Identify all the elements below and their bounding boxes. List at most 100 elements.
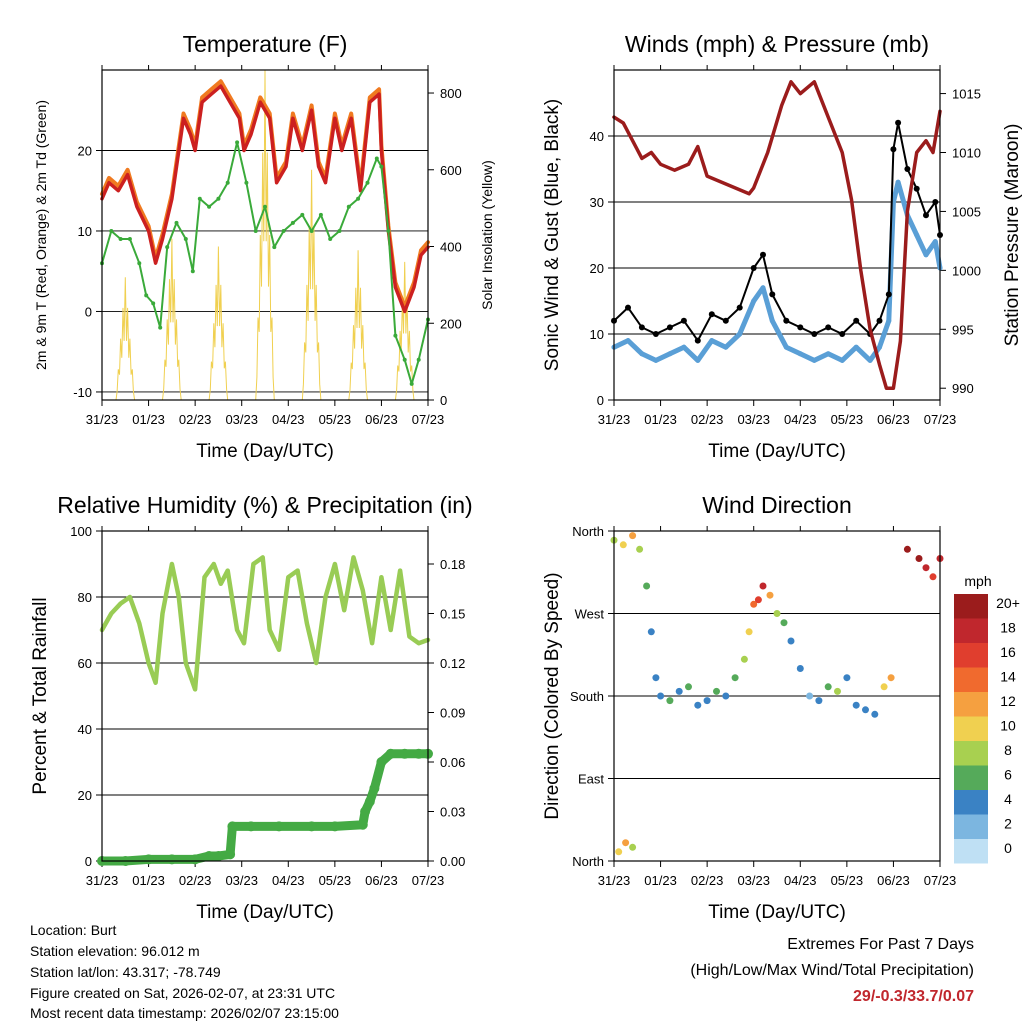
temperature-ylabel: 2m & 9m T (Red, Orange) & 2m Td (Green) <box>33 100 49 370</box>
wind-speed-point <box>886 318 892 324</box>
direction-point <box>773 610 781 617</box>
temperature-y2tick-label: 200 <box>440 316 462 331</box>
direction-point <box>880 683 888 691</box>
dewpoint-point <box>207 204 212 209</box>
wind-gust-point <box>750 265 757 271</box>
wind-speed-point <box>914 232 920 238</box>
direction-point <box>754 596 762 604</box>
dewpoint-point <box>127 237 132 241</box>
precipitation-point <box>385 748 396 759</box>
temp-2m-line <box>100 84 430 314</box>
winds-y2tick-label: 1005 <box>952 204 981 219</box>
direction-point <box>703 697 711 705</box>
precipitation-point <box>190 854 201 865</box>
humidity-ytick-label: 80 <box>78 590 92 605</box>
precipitation-point <box>204 851 215 861</box>
direction-ytick-label: North <box>572 524 604 539</box>
direction-xtick-label: 03/23 <box>737 873 770 888</box>
dewpoint-point <box>281 229 286 233</box>
colorbar-label: 0 <box>1004 840 1012 856</box>
precipitation-point <box>369 783 380 794</box>
direction-point <box>903 545 911 553</box>
colorbar-swatch <box>954 692 988 717</box>
humidity-ytick-label: 60 <box>78 656 92 671</box>
wind-gust-point <box>736 304 743 311</box>
info-recent: Most recent data timestamp: 2026/02/07 2… <box>30 1005 339 1021</box>
winds-frame <box>613 69 941 401</box>
humidity-line <box>99 555 431 692</box>
wind-gust-point <box>769 291 776 298</box>
wind-speed-point <box>923 252 929 258</box>
colorbar-label: 20+ <box>996 595 1020 611</box>
colorbar-label: 12 <box>1000 693 1016 709</box>
humidity-ytick-label: 40 <box>78 722 92 737</box>
wind-speed-point <box>709 338 715 344</box>
direction-point <box>619 541 627 549</box>
direction-point <box>629 532 637 540</box>
pressure-line <box>612 80 942 390</box>
direction-point <box>629 843 637 851</box>
direction-xtick-label: 04/23 <box>784 873 817 888</box>
dewpoint-point <box>151 301 156 306</box>
precipitation-point <box>225 849 236 860</box>
wind-speed-point <box>932 239 938 245</box>
precipitation-point <box>413 748 424 759</box>
direction-xtick-label: 05/23 <box>831 873 864 888</box>
solar-insolation-line <box>348 250 368 401</box>
dewpoint-point <box>416 357 421 362</box>
temperature-xtick-label: 06/23 <box>365 412 398 427</box>
direction-point <box>887 674 895 682</box>
direction-point <box>915 555 923 562</box>
precipitation-line <box>97 749 433 866</box>
solar-insolation-line <box>162 238 182 401</box>
colorbar-swatch <box>954 618 988 643</box>
colorbar-swatch <box>954 839 988 864</box>
colorbar-swatch <box>954 790 988 815</box>
colorbar-label: 6 <box>1004 767 1012 783</box>
winds-y2tick-label: 1000 <box>952 263 981 278</box>
dewpoint-point <box>402 357 407 362</box>
direction-point <box>787 637 795 645</box>
wind-gust-point <box>885 291 892 298</box>
wind-gust-point <box>839 331 846 337</box>
colorbar-swatch <box>954 765 988 790</box>
wind-gust-point <box>797 324 804 331</box>
temperature-ytick-label: 0 <box>85 304 92 319</box>
colorbar-label: 8 <box>1004 742 1012 758</box>
humidity-xtick-label: 01/23 <box>132 873 165 888</box>
direction-point <box>766 591 774 599</box>
colorbar-label: 14 <box>1000 669 1016 685</box>
humidity-y2tick-label: 0.03 <box>440 805 465 820</box>
direction-ytick-label: North <box>572 854 604 869</box>
dewpoint-point <box>158 325 163 330</box>
wind-speed-point <box>769 318 775 324</box>
direction-point <box>824 683 832 691</box>
temperature-xtick-label: 31/23 <box>86 412 119 427</box>
dewpoint-point <box>190 269 195 274</box>
winds-title: Winds (mph) & Pressure (mb) <box>625 31 929 57</box>
humidity-xtick-label: 31/23 <box>86 873 119 888</box>
info-latlon: Station lat/lon: 43.317; -78.749 <box>30 964 221 980</box>
precipitation-point <box>329 821 340 832</box>
direction-xtick-label: 31/23 <box>598 873 631 888</box>
humidity-y2tick-label: 0.18 <box>440 557 465 572</box>
dewpoint-point <box>309 229 314 233</box>
wind-speed-point <box>853 344 859 350</box>
wind-gust-point <box>625 304 631 311</box>
extremes-title: Extremes For Past 7 Days <box>787 936 974 953</box>
colorbar-label: 18 <box>1000 620 1016 636</box>
wind-speed-point <box>783 344 789 350</box>
wind-gust-point <box>694 337 701 344</box>
dewpoint-point <box>409 381 414 386</box>
humidity-xtick-label: 06/23 <box>365 873 398 888</box>
temperature-xtick-label: 04/23 <box>272 412 305 427</box>
colorbar-label: 2 <box>1004 816 1012 832</box>
wind-gust-point <box>876 317 883 324</box>
precipitation-point <box>306 821 317 832</box>
direction-frame <box>613 530 941 862</box>
direction-point <box>713 687 720 695</box>
dewpoint-point <box>272 245 277 250</box>
humidity-ytick-label: 100 <box>70 524 92 539</box>
direction-point <box>815 697 823 705</box>
